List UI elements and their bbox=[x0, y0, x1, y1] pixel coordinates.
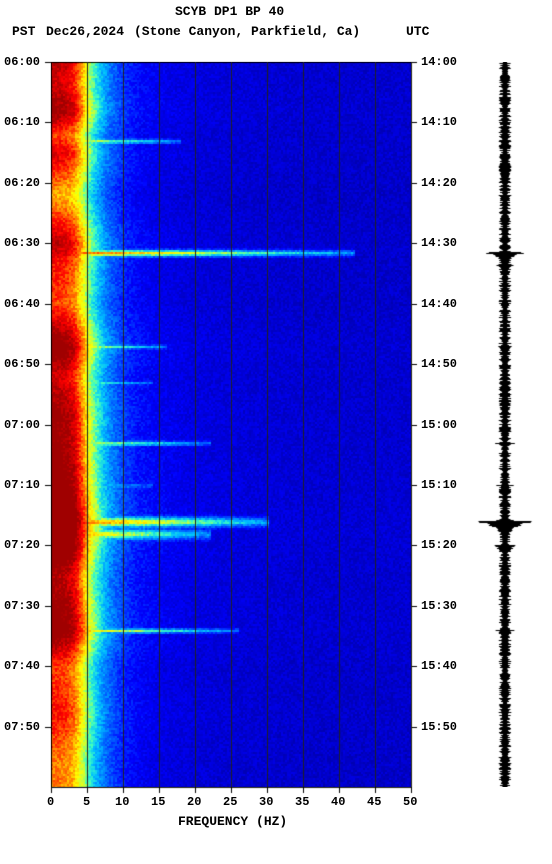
y-left-tick-label: 07:20 bbox=[4, 538, 40, 552]
y-right-tick-label: 14:30 bbox=[421, 236, 457, 250]
x-tick-label: 10 bbox=[115, 795, 129, 809]
y-left-tick-label: 06:00 bbox=[4, 55, 40, 69]
y-right-tick-label: 15:20 bbox=[421, 538, 457, 552]
y-left-tick-label: 06:30 bbox=[4, 236, 40, 250]
x-tick-label: 45 bbox=[367, 795, 381, 809]
x-tick-label: 25 bbox=[223, 795, 237, 809]
y-right-tick-label: 15:30 bbox=[421, 599, 457, 613]
x-tick-label: 35 bbox=[295, 795, 309, 809]
y-right-tick-label: 14:50 bbox=[421, 357, 457, 371]
y-left-tick-label: 07:30 bbox=[4, 599, 40, 613]
figure: SCYB DP1 BP 40 PST Dec26,2024 (Stone Can… bbox=[0, 0, 552, 864]
y-right-tick-label: 15:00 bbox=[421, 418, 457, 432]
y-left-tick-label: 07:50 bbox=[4, 720, 40, 734]
x-tick-label: 20 bbox=[187, 795, 201, 809]
y-right-tick-label: 15:10 bbox=[421, 478, 457, 492]
y-left-tick-label: 06:20 bbox=[4, 176, 40, 190]
x-tick-label: 40 bbox=[331, 795, 345, 809]
x-tick-label: 0 bbox=[47, 795, 54, 809]
x-tick-label: 50 bbox=[403, 795, 417, 809]
y-left-tick-label: 06:40 bbox=[4, 297, 40, 311]
x-tick-label: 15 bbox=[151, 795, 165, 809]
y-left-tick-label: 07:10 bbox=[4, 478, 40, 492]
y-right-tick-label: 15:50 bbox=[421, 720, 457, 734]
y-right-tick-label: 15:40 bbox=[421, 659, 457, 673]
y-right-tick-label: 14:10 bbox=[421, 115, 457, 129]
y-left-tick-label: 06:10 bbox=[4, 115, 40, 129]
y-left-tick-label: 06:50 bbox=[4, 357, 40, 371]
x-tick-label: 5 bbox=[83, 795, 90, 809]
y-left-tick-label: 07:00 bbox=[4, 418, 40, 432]
y-left-tick-label: 07:40 bbox=[4, 659, 40, 673]
y-right-tick-label: 14:20 bbox=[421, 176, 457, 190]
x-axis-title: FREQUENCY (HZ) bbox=[178, 814, 287, 829]
y-right-tick-label: 14:40 bbox=[421, 297, 457, 311]
y-right-tick-label: 14:00 bbox=[421, 55, 457, 69]
axes-canvas bbox=[0, 0, 552, 864]
x-tick-label: 30 bbox=[259, 795, 273, 809]
